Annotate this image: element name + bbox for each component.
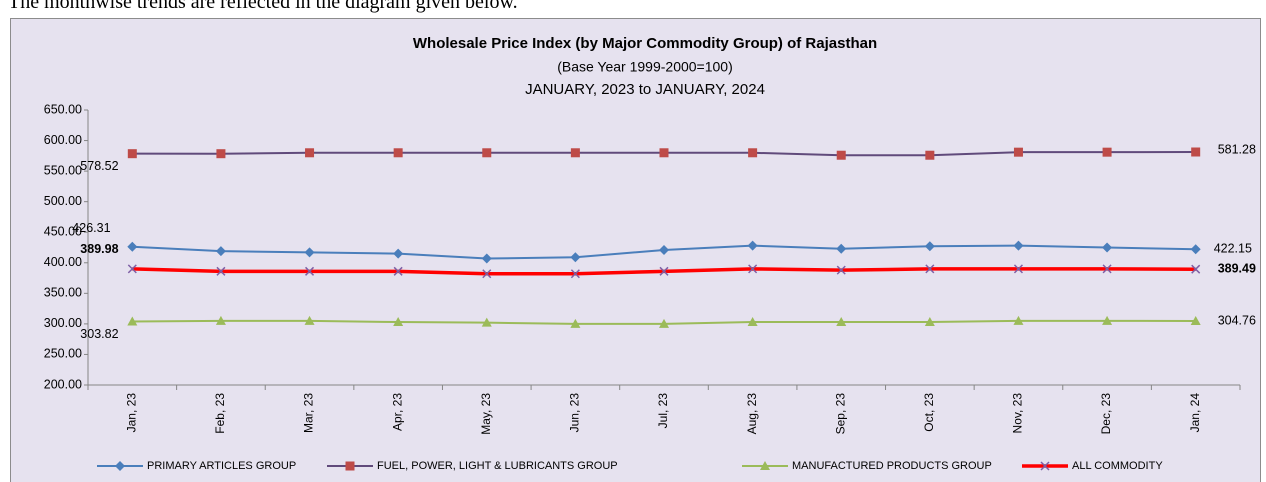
marker [570, 318, 581, 328]
x-tick-label: Jan, 24 [1188, 393, 1202, 433]
x-tick-label: Dec, 23 [1099, 393, 1113, 435]
y-tick-label: 500.00 [44, 194, 82, 208]
marker [305, 266, 315, 276]
marker [1102, 264, 1112, 274]
marker [1102, 147, 1112, 157]
marker [836, 150, 846, 160]
chart-title: Wholesale Price Index (by Major Commodit… [413, 35, 877, 52]
marker [1013, 240, 1024, 251]
data-label: 426.31 [72, 221, 110, 235]
data-label: 581.28 [1218, 142, 1256, 156]
marker [216, 149, 226, 159]
marker [304, 315, 315, 325]
x-tick-label: Jul, 23 [656, 393, 670, 429]
marker [760, 461, 770, 470]
marker [1040, 461, 1050, 471]
marker [127, 264, 137, 274]
marker [1102, 242, 1113, 253]
marker [482, 269, 492, 279]
y-tick-label: 600.00 [44, 133, 82, 147]
marker [482, 148, 492, 158]
y-tick-label: 400.00 [44, 255, 82, 269]
y-tick-label: 300.00 [44, 316, 82, 330]
marker [924, 241, 935, 252]
marker [345, 461, 355, 471]
data-label: 578.52 [80, 159, 118, 173]
chart-period: JANUARY, 2023 to JANUARY, 2024 [525, 81, 765, 98]
marker [570, 269, 580, 279]
legend-label: PRIMARY ARTICLES GROUP [147, 460, 296, 472]
data-label: 304.76 [1218, 313, 1256, 327]
marker [570, 252, 581, 263]
marker [748, 264, 758, 274]
marker [481, 317, 492, 327]
x-tick-label: Feb, 23 [213, 393, 227, 434]
marker [659, 266, 669, 276]
data-label: 389.98 [80, 242, 118, 256]
marker [836, 243, 847, 254]
marker [215, 246, 226, 257]
marker [747, 240, 758, 251]
marker [924, 317, 935, 327]
marker [1013, 315, 1024, 325]
x-tick-label: Mar, 23 [302, 393, 316, 433]
x-tick-label: Oct, 23 [922, 393, 936, 432]
marker [115, 461, 125, 471]
y-tick-label: 550.00 [44, 163, 82, 177]
x-tick-label: May, 23 [479, 393, 493, 435]
marker [1190, 244, 1201, 255]
marker [393, 148, 403, 158]
marker [836, 265, 846, 275]
y-tick-label: 200.00 [44, 377, 82, 391]
marker [748, 148, 758, 158]
marker [393, 266, 403, 276]
x-tick-label: Nov, 23 [1011, 393, 1025, 434]
marker [925, 264, 935, 274]
legend-label: MANUFACTURED PRODUCTS GROUP [792, 460, 992, 472]
y-tick-label: 450.00 [44, 225, 82, 239]
legend-label: FUEL, POWER, LIGHT & LUBRICANTS GROUP [377, 460, 618, 472]
marker [127, 241, 138, 252]
marker [305, 148, 315, 158]
chart-subtitle: (Base Year 1999-2000=100) [557, 59, 733, 75]
y-tick-label: 650.00 [44, 102, 82, 116]
marker [659, 318, 669, 328]
marker [481, 253, 492, 264]
marker [215, 315, 226, 325]
marker [216, 266, 226, 276]
marker [570, 148, 580, 158]
marker [1013, 264, 1023, 274]
marker [393, 317, 404, 327]
x-tick-label: Apr, 23 [390, 393, 404, 431]
marker [1102, 315, 1113, 325]
marker [304, 247, 315, 258]
marker [1191, 264, 1201, 274]
legend-label: ALL COMMODITY [1072, 460, 1163, 472]
x-tick-label: Sep, 23 [833, 393, 847, 435]
marker [659, 148, 669, 158]
x-tick-label: Jan, 23 [124, 393, 138, 433]
y-tick-label: 350.00 [44, 286, 82, 300]
marker [1190, 315, 1201, 325]
x-tick-label: Aug, 23 [745, 393, 759, 435]
x-tick-label: Jun, 23 [568, 393, 582, 433]
data-label: 422.15 [1214, 242, 1252, 256]
marker [925, 150, 935, 160]
data-label: 303.82 [80, 327, 118, 341]
intro-text: The monthwise trends are reflected in th… [8, 0, 518, 13]
y-tick-label: 250.00 [44, 347, 82, 361]
marker [1013, 147, 1023, 157]
marker [127, 316, 138, 326]
marker [836, 317, 847, 327]
data-label: 389.49 [1218, 261, 1256, 275]
marker [127, 149, 137, 159]
marker [659, 244, 669, 255]
marker [393, 248, 404, 259]
marker [1191, 147, 1201, 157]
marker [747, 317, 758, 327]
